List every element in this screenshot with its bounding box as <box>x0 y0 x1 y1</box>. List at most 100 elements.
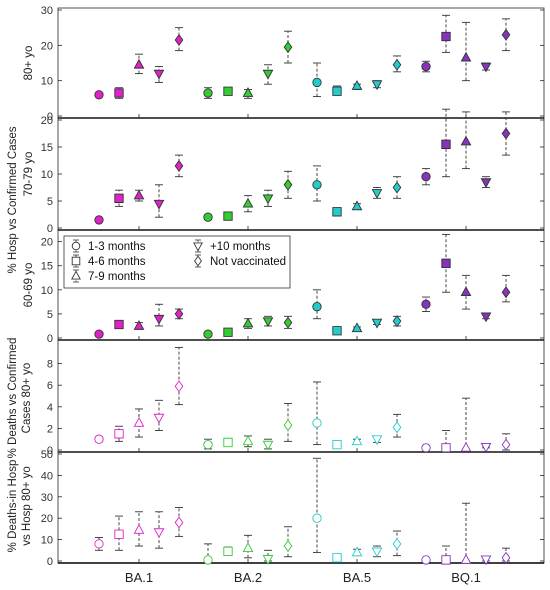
marker <box>351 79 363 90</box>
point-BA.1-+10 months <box>153 184 165 218</box>
marker <box>480 555 492 566</box>
marker <box>392 181 402 194</box>
outer-labels: % Hosp vs Confirmed Cases % Deaths vs Co… <box>7 126 33 552</box>
point-BA.2-4-6 months <box>223 546 233 557</box>
marker <box>332 207 342 217</box>
point-BA.5-Not vaccinated <box>392 530 402 557</box>
y-tick-label: 15 <box>41 261 53 273</box>
point-BA.5-1-3 months <box>312 289 322 320</box>
marker <box>371 80 383 91</box>
point-BA.1-7-9 months <box>133 511 145 547</box>
marker <box>174 380 184 393</box>
point-BA.5-+10 months <box>371 187 383 199</box>
y-tick-label: 20 <box>41 40 53 52</box>
legend-marker <box>71 256 81 266</box>
point-BQ.1-4-6 months <box>441 108 451 178</box>
point-BA.2-1-3 months <box>203 543 213 565</box>
point-BA.1-Not vaccinated <box>174 307 184 320</box>
marker <box>242 542 254 552</box>
legend-item: 1-3 months <box>71 239 146 253</box>
marker <box>312 302 322 312</box>
point-BQ.1-Not vaccinated <box>501 433 511 451</box>
marker <box>501 286 511 299</box>
point-BQ.1-Not vaccinated <box>501 18 511 52</box>
y-tick-label: 30 <box>41 492 53 504</box>
marker <box>133 189 145 200</box>
y-tick-label: 8 <box>47 359 53 371</box>
marker <box>480 62 492 73</box>
point-BA.2-7-9 months <box>242 435 254 448</box>
point-BQ.1-7-9 months <box>460 274 472 310</box>
y-tick-label: 20 <box>41 513 53 525</box>
y-tick-label: 2 <box>47 423 53 435</box>
marker <box>262 440 274 451</box>
panel-hosp-70-79: 0 5 10 15 20 70-79 yo <box>23 108 545 235</box>
point-BA.2-1-3 months <box>203 438 213 450</box>
x-tick-label-BA.2: BA.2 <box>234 570 262 585</box>
y-tick-label: 10 <box>41 169 53 181</box>
marker <box>460 553 472 564</box>
marker <box>114 88 124 98</box>
point-BA.5-1-3 months <box>312 62 322 98</box>
marker <box>94 215 104 225</box>
marker <box>421 555 431 565</box>
point-BA.1-Not vaccinated <box>174 154 184 178</box>
point-BA.5-7-9 months <box>351 79 363 90</box>
x-tick-label-BA.5: BA.5 <box>343 570 371 585</box>
x-tick-label-BQ.1: BQ.1 <box>451 570 481 585</box>
marker <box>371 189 383 199</box>
point-BA.1-+10 months <box>153 511 165 549</box>
y-tick-label: 10 <box>41 76 53 88</box>
outer-label-dih-line1: % Deaths-in Hosp <box>7 460 19 553</box>
point-BA.5-Not vaccinated <box>392 315 402 328</box>
marker <box>242 435 254 446</box>
point-BA.1-1-3 months <box>94 434 104 444</box>
point-BA.2-7-9 months <box>242 87 254 99</box>
legend-marker <box>194 255 202 267</box>
marker <box>174 159 184 172</box>
point-BQ.1-+10 months <box>480 442 492 453</box>
point-BQ.1-Not vaccinated <box>501 111 511 156</box>
marker <box>153 413 165 424</box>
marker <box>441 443 451 453</box>
y-tick-label: 0 <box>47 223 53 235</box>
y-tick-label: 0 <box>47 111 53 123</box>
y-tick-label: 5 <box>47 309 53 321</box>
marker <box>153 528 165 539</box>
point-BQ.1-1-3 months <box>421 296 431 312</box>
y-tick-label: 0 <box>47 333 53 345</box>
point-BA.5-Not vaccinated <box>392 176 402 199</box>
point-BA.2-+10 months <box>262 438 274 451</box>
marker <box>501 438 511 451</box>
panel-frame <box>57 7 545 119</box>
point-BA.5-1-3 months <box>312 457 322 553</box>
point-BQ.1-4-6 months <box>441 545 451 565</box>
marker <box>480 178 492 189</box>
point-BA.1-Not vaccinated <box>174 346 184 406</box>
marker <box>332 553 342 563</box>
marker <box>392 421 402 434</box>
marker <box>153 199 165 210</box>
marker <box>371 318 383 329</box>
point-BQ.1-+10 months <box>480 555 492 566</box>
marker <box>174 307 184 320</box>
point-BQ.1-4-6 months <box>441 430 451 453</box>
point-BA.2-+10 months <box>262 549 274 565</box>
legend-label: Not vaccinated <box>210 256 286 268</box>
y-tick-label: 10 <box>41 535 53 547</box>
marker <box>392 315 402 328</box>
point-BA.1-4-6 months <box>114 425 124 442</box>
outer-label-deaths-line1: % Deaths vs Confirmed <box>7 338 19 459</box>
point-BA.1-1-3 months <box>94 215 104 225</box>
panel-deaths-in-hosp-80: 0 10 20 30 40 50 <box>41 449 545 568</box>
marker <box>371 547 383 558</box>
marker <box>223 211 233 221</box>
marker <box>332 439 342 450</box>
marker <box>114 193 124 203</box>
point-BA.2-4-6 months <box>223 437 233 448</box>
y-tick-label: 50 <box>41 449 53 461</box>
point-BA.1-4-6 months <box>114 515 124 551</box>
marker <box>203 439 213 450</box>
legend-item: 4-6 months <box>71 254 146 268</box>
marker <box>133 417 145 427</box>
